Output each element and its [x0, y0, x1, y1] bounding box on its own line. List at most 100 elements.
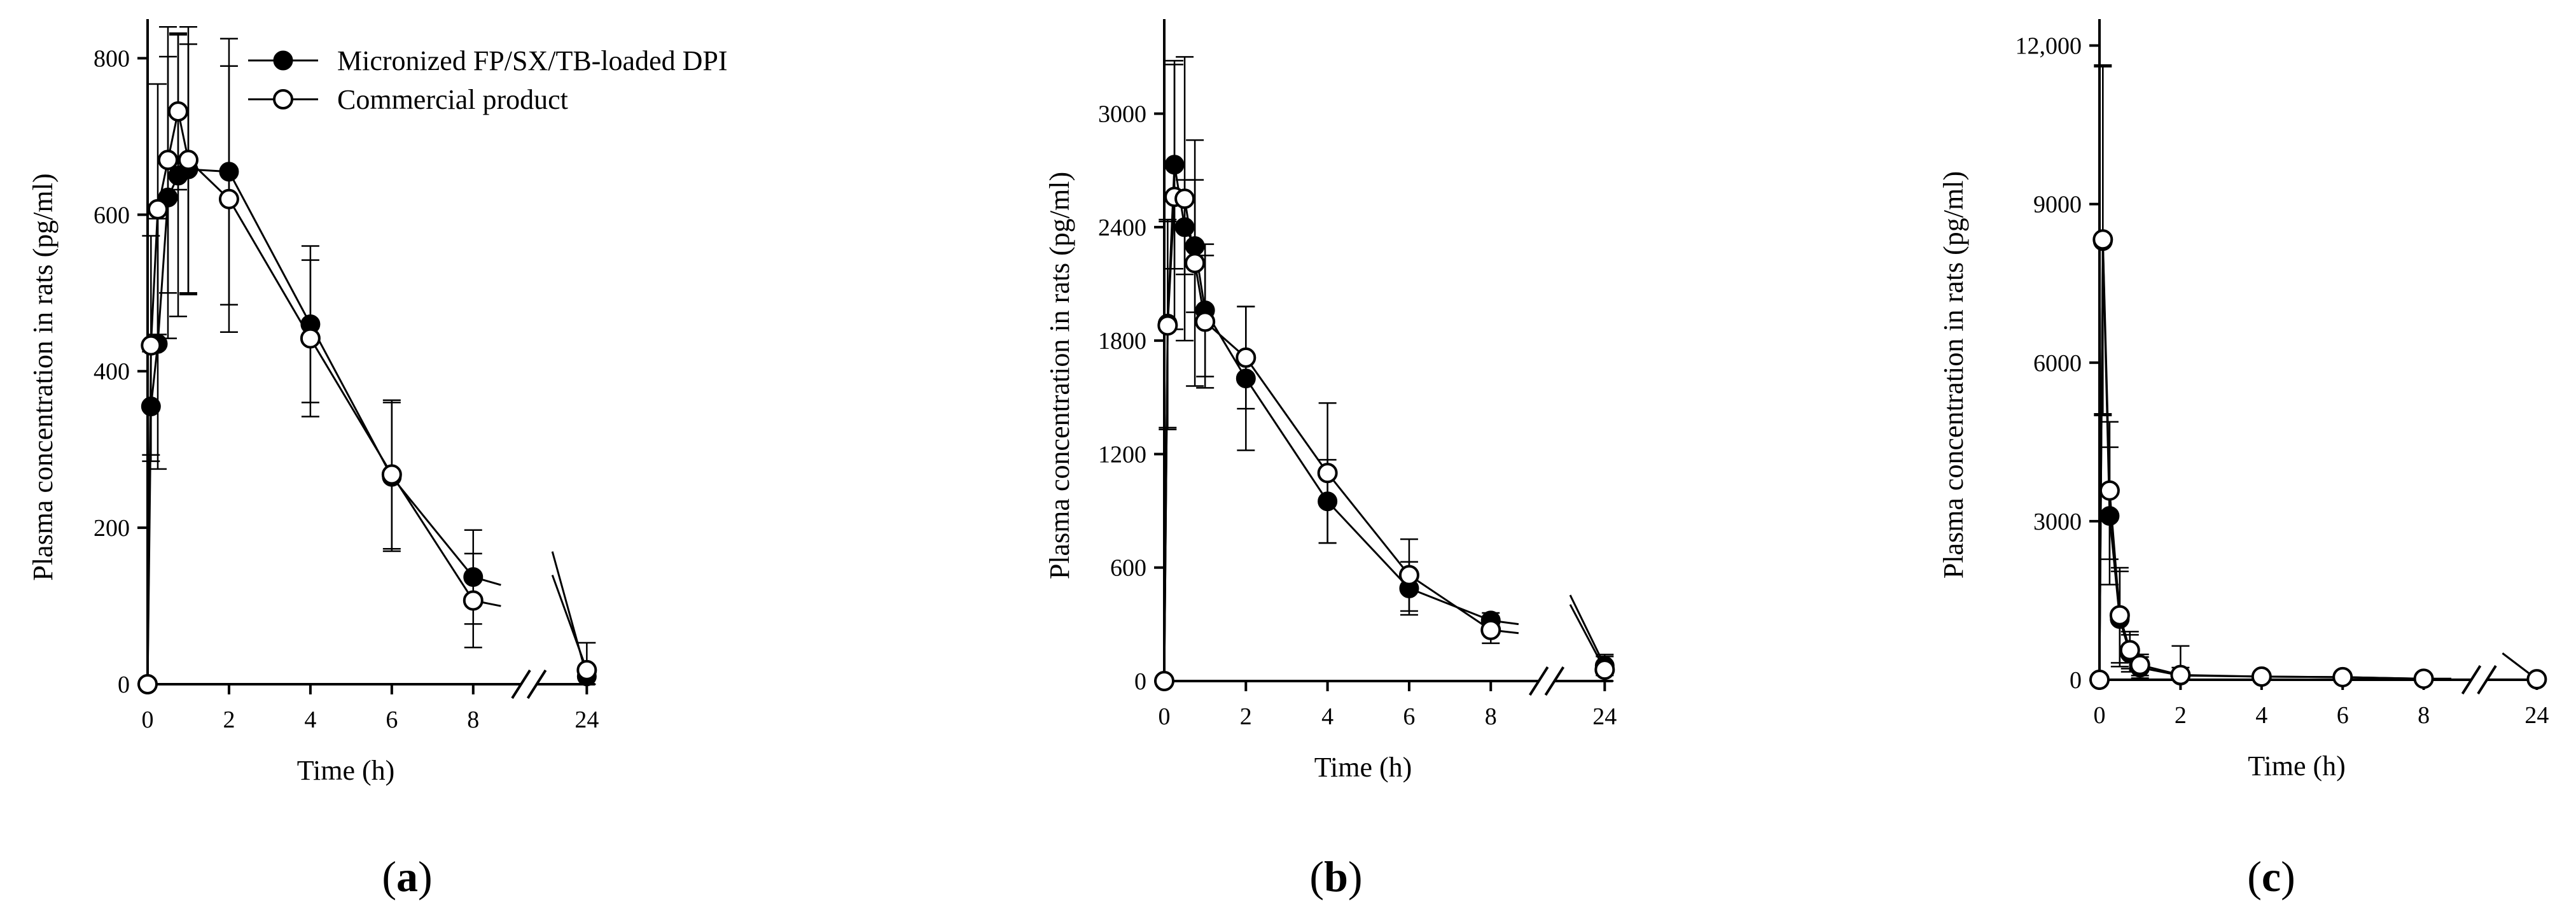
data-point — [157, 150, 178, 171]
x-tick-label: 0 — [2094, 702, 2106, 729]
x-axis-label: Time (h) — [1314, 752, 1412, 783]
y-tick-label: 1800 — [1098, 328, 1146, 355]
series-micronized-dpi — [137, 34, 597, 694]
panel-caption: (b) — [1309, 852, 1362, 901]
data-point — [2413, 668, 2434, 689]
y-tick-label: 0 — [1134, 668, 1146, 695]
legend-label: Micronized FP/SX/TB-loaded DPI — [337, 45, 728, 76]
x-axis-label: Time (h) — [2248, 750, 2346, 782]
x-tick-label: 8 — [1485, 703, 1497, 730]
y-tick-label: 800 — [94, 45, 130, 72]
y-axis-label: Plasma concentration in rats (pg/ml) — [1938, 171, 1969, 579]
y-tick-label: 12,000 — [2016, 33, 2082, 60]
x-tick-label: 8 — [467, 707, 479, 733]
x-axis-break-mark — [2477, 664, 2497, 695]
y-axis-label: Plasma concentration in rats (pg/ml) — [1044, 172, 1075, 579]
series-line — [2098, 239, 2424, 680]
y-tick-label: 200 — [94, 515, 130, 542]
y-tick-label: 600 — [94, 202, 130, 228]
y-tick-label: 400 — [94, 358, 130, 385]
y-tick-label: 0 — [118, 671, 130, 698]
y-tick-label: 6000 — [2033, 350, 2082, 377]
x-tick-label: 4 — [304, 707, 316, 733]
series-commercial-product — [2089, 64, 2547, 690]
caption-letter: b — [1324, 852, 1348, 901]
data-point — [576, 659, 597, 680]
data-point — [2332, 666, 2353, 687]
data-point — [1398, 565, 1419, 586]
panel-caption: (c) — [2247, 852, 2295, 901]
data-point — [1195, 311, 1216, 332]
data-point — [2119, 640, 2140, 661]
series-commercial-product — [137, 26, 597, 694]
x-tick-label: 8 — [2418, 702, 2430, 729]
data-point — [381, 464, 402, 485]
data-point — [137, 674, 158, 694]
data-point — [2109, 605, 2130, 626]
series-micronized-dpi — [1154, 60, 1615, 691]
y-tick-label: 3000 — [2033, 509, 2082, 535]
legend-open-circle-icon — [273, 89, 293, 109]
data-point — [2099, 480, 2120, 501]
y-axis-label: Plasma concentration in rats (pg/ml) — [27, 173, 59, 580]
data-point — [1174, 188, 1195, 209]
series-line — [2098, 241, 2424, 680]
data-point — [463, 590, 484, 611]
caption-letter: c — [2262, 852, 2281, 901]
x-tick-label: 6 — [386, 707, 398, 733]
x-axis-break-mark — [2461, 664, 2482, 695]
x-axis-label: Time (h) — [297, 755, 395, 786]
caption-paren-close: ) — [418, 852, 433, 901]
data-point — [1185, 253, 1206, 274]
x-tick-label: 0 — [142, 707, 154, 733]
x-tick-label: 2 — [1240, 703, 1252, 730]
panel-caption: (a) — [382, 852, 432, 901]
x-tick-label: 4 — [2255, 702, 2267, 729]
y-tick-label: 0 — [2070, 667, 2082, 694]
data-point — [1157, 315, 1178, 336]
y-tick-label: 9000 — [2033, 192, 2082, 218]
data-point — [2526, 669, 2547, 690]
series-line-after-break — [551, 574, 588, 671]
series-micronized-dpi — [2089, 66, 2547, 690]
caption-paren-open: ( — [1309, 852, 1324, 901]
legend-label: Commercial product — [337, 84, 568, 115]
series-line-after-break — [1569, 604, 1606, 670]
y-tick-label: 2400 — [1098, 214, 1146, 241]
caption-letter: a — [396, 852, 418, 901]
series-line — [1163, 195, 1492, 682]
data-point — [1236, 347, 1257, 368]
x-tick-label: 6 — [2337, 702, 2349, 729]
x-tick-label: 2 — [223, 707, 235, 733]
x-tick-label: 24 — [2524, 702, 2549, 729]
x-tick-label: 24 — [574, 707, 599, 733]
data-point — [2129, 654, 2150, 675]
caption-paren-open: ( — [382, 852, 396, 901]
x-axis-break-mark — [1544, 666, 1565, 696]
y-tick-label: 600 — [1110, 555, 1146, 582]
data-point — [300, 328, 321, 349]
caption-paren-close: ) — [1348, 852, 1363, 901]
data-point — [2251, 666, 2272, 687]
legend: Micronized FP/SX/TB-loaded DPI Commercial… — [248, 45, 728, 115]
data-point — [1154, 671, 1174, 691]
data-point — [2092, 229, 2113, 250]
data-point — [178, 150, 198, 171]
x-tick-label: 24 — [1592, 703, 1617, 730]
x-tick-label: 4 — [1321, 703, 1333, 730]
data-point — [1480, 619, 1501, 640]
x-tick-label: 2 — [2175, 702, 2187, 729]
x-axis-break-mark — [511, 669, 531, 700]
data-point — [1317, 463, 1338, 484]
data-point — [1594, 659, 1615, 680]
data-point — [141, 335, 162, 356]
series-commercial-product — [1154, 56, 1615, 691]
caption-paren-close: ) — [2281, 852, 2295, 901]
y-tick-label: 3000 — [1098, 101, 1146, 128]
data-point — [2170, 664, 2191, 685]
x-tick-label: 6 — [1403, 703, 1415, 730]
data-point — [2089, 670, 2110, 690]
